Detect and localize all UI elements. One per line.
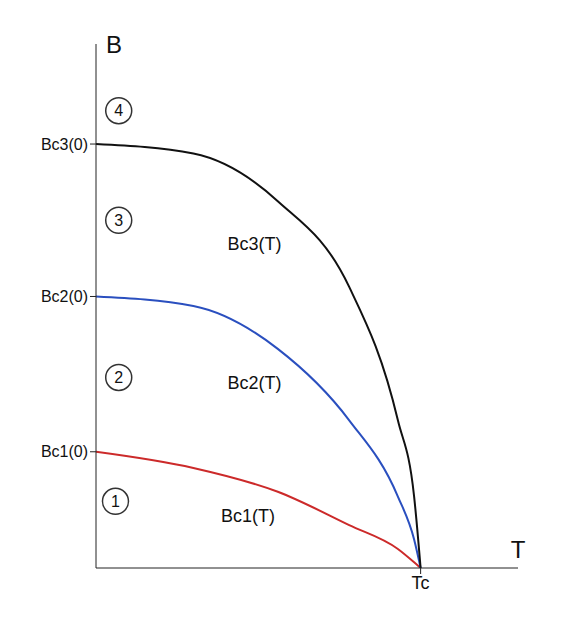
svg-text:Bc2(T): Bc2(T): [228, 373, 282, 393]
svg-text:Bc3(0): Bc3(0): [41, 136, 88, 153]
svg-text:Bc1(T): Bc1(T): [221, 506, 275, 526]
svg-text:T: T: [511, 536, 526, 563]
svg-text:B: B: [106, 31, 122, 58]
svg-text:4: 4: [114, 102, 123, 119]
svg-text:Bc1(0): Bc1(0): [41, 443, 88, 460]
svg-text:3: 3: [114, 212, 123, 229]
svg-text:Bc3(T): Bc3(T): [228, 234, 282, 254]
svg-text:2: 2: [114, 369, 123, 386]
svg-text:Bc2(0): Bc2(0): [41, 288, 88, 305]
svg-text:Tc: Tc: [412, 573, 430, 593]
svg-text:1: 1: [111, 493, 120, 510]
